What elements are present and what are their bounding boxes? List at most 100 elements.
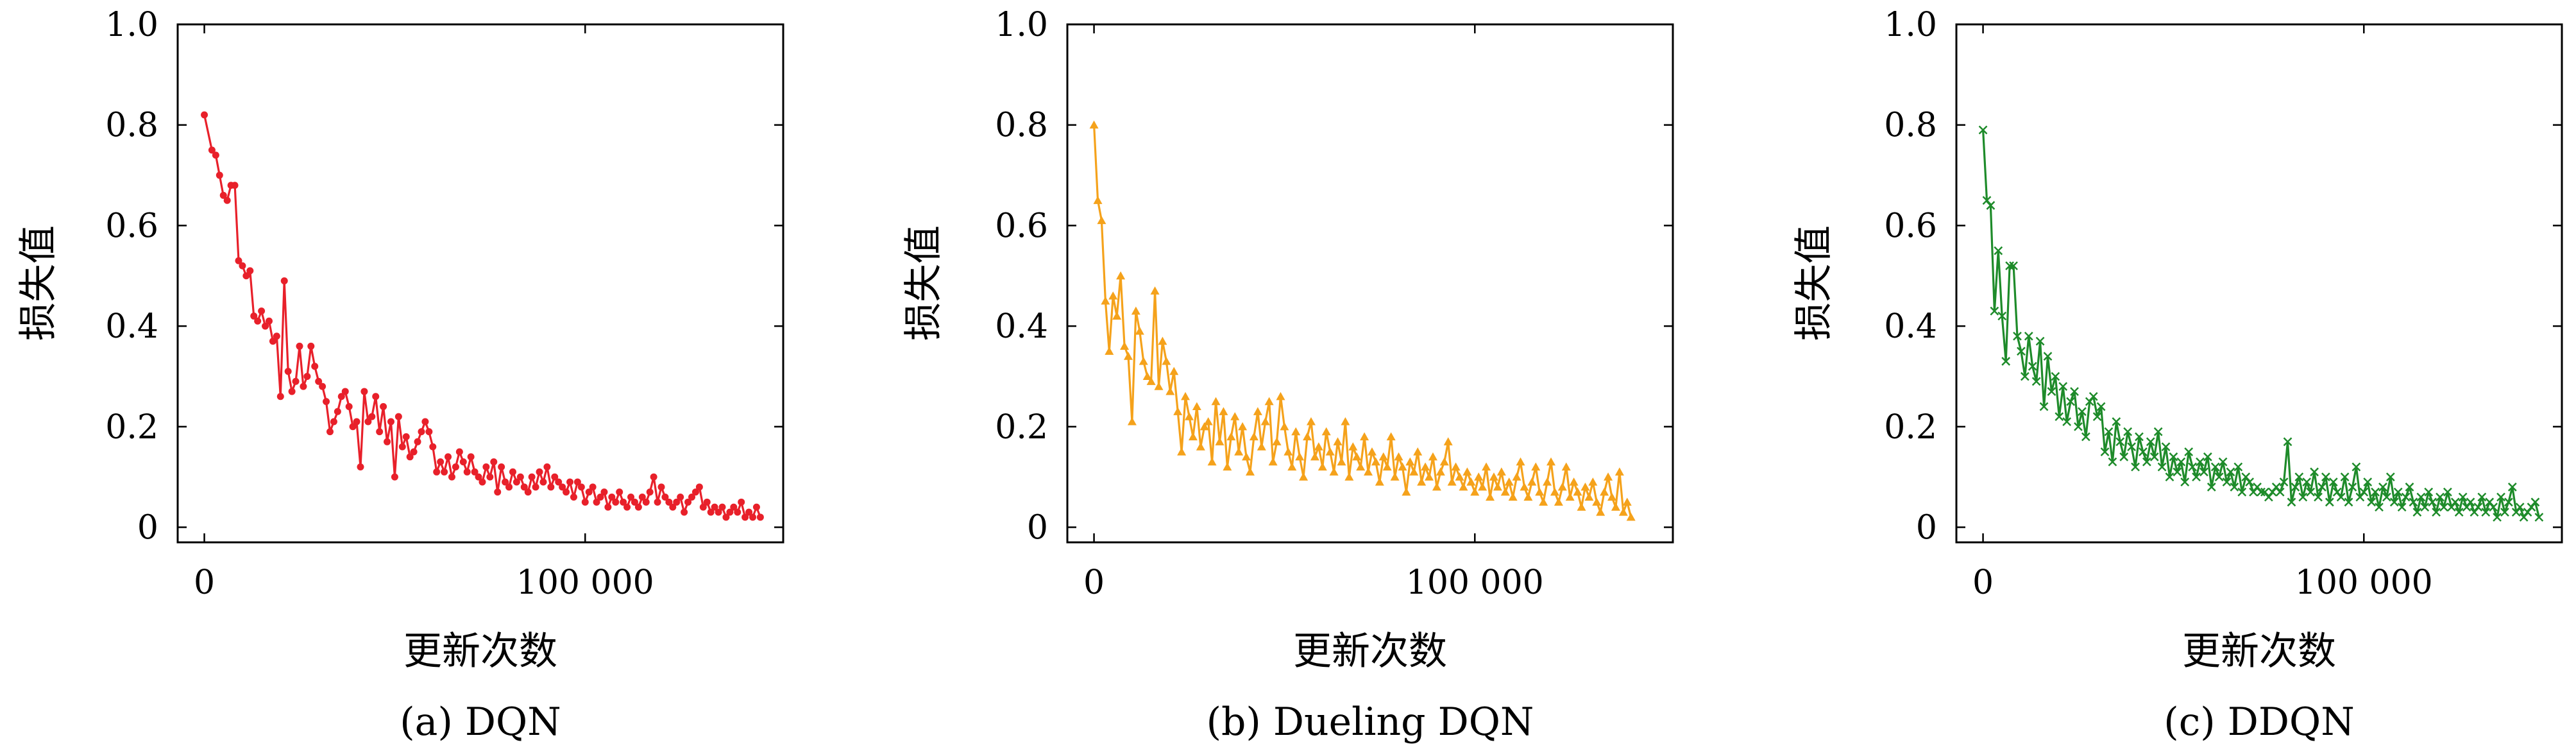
data-point (524, 488, 532, 496)
subplot-dqn: 0 0.2 0.4 0.6 0.8 1.0 0 100 000 损失值 更新次数 (a) DQ… (16, 6, 784, 745)
x-tick-label: 100 000 (1406, 564, 1544, 602)
data-point (2424, 487, 2434, 497)
data-point (1310, 452, 1319, 461)
data-point (2344, 497, 2353, 507)
data-point (1215, 437, 1224, 445)
data-point (577, 483, 585, 491)
data-point (1245, 467, 1255, 476)
y-tick-label: 0.6 (105, 207, 158, 245)
y-tick-label: 0.2 (105, 408, 158, 447)
data-point (703, 498, 711, 506)
data-point (1101, 296, 1110, 305)
data-point (1508, 492, 1518, 501)
data-point (1580, 482, 1590, 491)
data-point (1474, 472, 1484, 481)
data-point (231, 182, 239, 189)
data-point (1123, 352, 1133, 360)
data-point (650, 473, 657, 481)
data-point (741, 513, 749, 521)
data-point (2363, 478, 2373, 486)
data-point (581, 498, 589, 506)
data-point (1546, 457, 1556, 466)
data-point (665, 498, 673, 506)
data-point (258, 307, 266, 315)
data-point (608, 493, 616, 501)
data-point (2035, 336, 2045, 346)
data-point (276, 393, 284, 400)
data-point (1181, 392, 1191, 400)
data-point (1314, 442, 1323, 451)
data-point (2089, 392, 2098, 401)
data-point (2135, 432, 2144, 442)
data-point (1203, 417, 1213, 426)
data-point (1280, 422, 1289, 431)
subplot-dueling-dqn: 0 0.2 0.4 0.6 0.8 1.0 0 100 000 损失值 更新次数 (b) Du… (901, 6, 1674, 745)
data-point (1162, 356, 1171, 365)
data-point (585, 488, 593, 496)
series-line (1093, 125, 1632, 518)
data-point (2127, 442, 2136, 452)
data-point (2070, 387, 2079, 396)
data-point (2519, 512, 2529, 522)
data-point (2210, 462, 2220, 472)
data-point (2146, 437, 2155, 447)
data-point (2283, 437, 2292, 447)
data-point (353, 418, 360, 426)
data-point (433, 468, 441, 476)
data-point (559, 483, 566, 491)
data-point (2222, 478, 2232, 486)
data-point (2153, 427, 2163, 436)
data-point (1382, 462, 1392, 471)
data-point (1604, 472, 1613, 481)
data-point (1439, 457, 1449, 466)
data-point (620, 498, 627, 506)
data-point (441, 468, 448, 476)
data-point (2481, 508, 2491, 517)
data-point (2314, 492, 2323, 502)
data-point (536, 468, 543, 476)
data-point (1994, 246, 2003, 255)
data-point (1287, 462, 1297, 471)
data-point (1584, 492, 1594, 501)
data-point (376, 428, 384, 436)
data-point (1230, 412, 1240, 420)
data-point (593, 498, 600, 506)
data-point (2058, 382, 2068, 392)
dueling-ylabel: 损失值 (901, 225, 946, 341)
data-point (1489, 472, 1498, 481)
data-point (471, 468, 479, 476)
data-point (1207, 457, 1217, 466)
data-point (1413, 447, 1423, 456)
data-point (1402, 487, 1411, 496)
data-point (555, 478, 563, 486)
data-point (1455, 472, 1464, 481)
data-point (1478, 482, 1487, 491)
data-point (2454, 508, 2464, 517)
data-point (1600, 487, 1609, 496)
data-point (2226, 467, 2235, 477)
data-point (2218, 457, 2228, 467)
data-point (2196, 457, 2205, 467)
data-point (722, 513, 730, 521)
data-point (1512, 472, 1521, 481)
data-point (2385, 472, 2395, 482)
data-point (1291, 427, 1301, 436)
data-point (1997, 311, 2007, 321)
data-point (2241, 472, 2251, 482)
data-point (2443, 487, 2452, 497)
data-point (1493, 482, 1502, 491)
data-point (1352, 452, 1362, 461)
data-point (1211, 397, 1221, 406)
data-point (406, 453, 414, 461)
data-point (2066, 397, 2075, 406)
y-tick-label: 0 (137, 508, 158, 547)
plot-frame-dqn (176, 23, 784, 544)
data-point (2485, 497, 2495, 507)
data-point (1367, 447, 1377, 456)
data-point (2420, 503, 2430, 512)
data-point (1223, 462, 1232, 471)
data-point (494, 488, 502, 496)
data-point (448, 473, 455, 481)
data-point (642, 498, 650, 506)
data-point (1535, 487, 1545, 496)
